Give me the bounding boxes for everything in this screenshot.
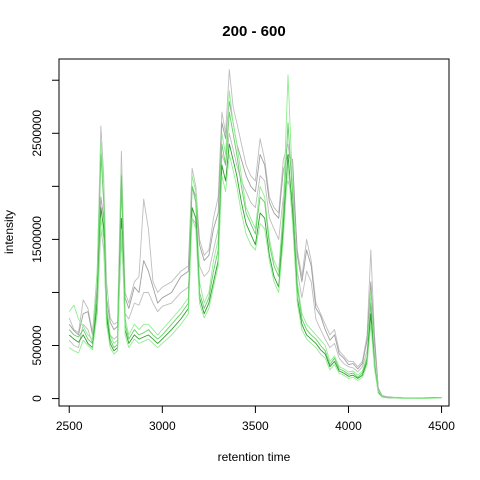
y-tick-label: 1500000 — [30, 216, 44, 263]
y-tick-label: 2500000 — [30, 110, 44, 157]
series-line-6 — [68, 143, 442, 399]
x-tick-label: 3000 — [149, 419, 176, 433]
x-tick-label: 4500 — [428, 419, 455, 433]
y-tick-label: 500000 — [30, 325, 44, 365]
plot-area-frame — [58, 58, 450, 407]
x-axis-label: retention time — [218, 450, 291, 464]
series-line-7 — [68, 154, 442, 399]
y-axis: 0 500000 1500000 2500000 — [30, 79, 60, 402]
series-line-3 — [68, 132, 442, 399]
x-tick-label: 4000 — [335, 419, 362, 433]
x-tick-label: 3500 — [242, 419, 269, 433]
series-layer — [68, 69, 442, 399]
y-axis-label: intensity — [2, 210, 16, 254]
chart-title: 200 - 600 — [222, 23, 285, 40]
x-axis: 2500 3000 3500 4000 4500 — [56, 405, 455, 433]
series-line-4 — [68, 74, 442, 399]
x-tick-label: 2500 — [56, 419, 83, 433]
y-tick-label: 0 — [30, 395, 44, 402]
series-line-5 — [68, 111, 442, 399]
